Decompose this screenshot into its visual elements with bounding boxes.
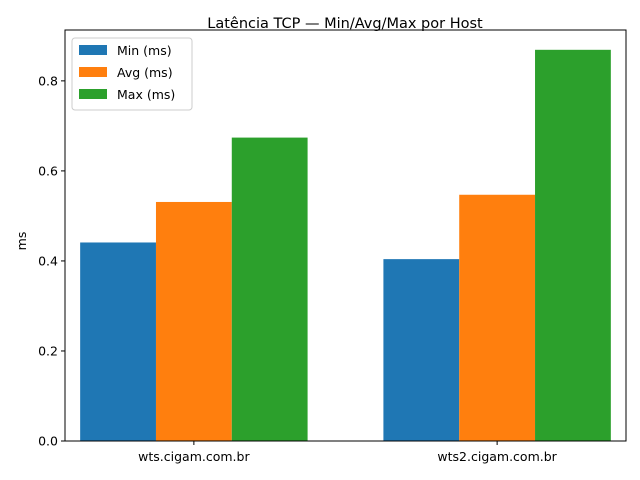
- y-tick-label-2: 0.4: [38, 253, 58, 268]
- legend-swatch-1: [79, 45, 107, 55]
- y-tick-label-1: 0.2: [38, 343, 58, 358]
- plot-frame: [64, 29, 627, 442]
- bar-3-1: [231, 137, 308, 441]
- legend: Min (ms) Avg (ms) Max (ms): [71, 37, 193, 111]
- legend-label-2: Avg (ms): [117, 65, 173, 80]
- y-tick-label-3: 0.6: [38, 163, 58, 178]
- x-tick-label-0: wts.cigam.com.br: [138, 449, 250, 464]
- legend-swatch-2: [79, 67, 107, 77]
- bars-group: [80, 49, 611, 442]
- y-tick-label-4: 0.8: [38, 73, 58, 88]
- bar-2-1: [155, 201, 232, 441]
- chart-title: Latência TCP — Min/Avg/Max por Host: [207, 16, 483, 32]
- y-axis-label: ms: [14, 232, 29, 251]
- bar-2-2: [459, 194, 536, 441]
- y-tick-label-0: 0.0: [38, 434, 58, 449]
- x-tick-label-1: wts2.cigam.com.br: [437, 449, 557, 464]
- axes-group: 0.0 0.2 0.4 0.6 0.8 wts.cigam.com.br wts2.ciga…: [38, 29, 627, 464]
- bar-3-2: [535, 49, 611, 442]
- legend-swatch-3: [79, 89, 107, 99]
- legend-label-3: Max (ms): [117, 87, 175, 102]
- bar-1-2: [383, 259, 460, 441]
- legend-label-1: Min (ms): [117, 43, 172, 58]
- bar-1-1: [80, 242, 156, 441]
